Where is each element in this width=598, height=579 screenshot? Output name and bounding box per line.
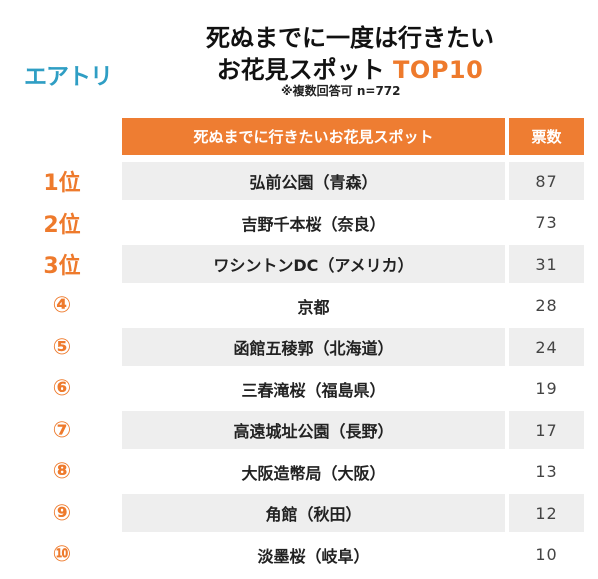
table-row: 2位 吉野千本桜（奈良） 73 [0,204,598,242]
rank-label: 2位 [43,212,81,238]
table-row: ⑧ 大阪造幣局（大阪） 13 [0,453,598,491]
page-title-line2-text: お花見スポット [216,56,394,84]
vote-count: 87 [509,162,584,200]
spot-name: 角館（秋田） [122,494,505,532]
vote-count: 24 [509,328,584,366]
spot-name: 弘前公園（青森） [122,162,505,200]
vote-count: 19 [535,379,558,398]
ranking-table: 死ぬまでに行きたいお花見スポット 票数 1位 弘前公園（青森） 87 2位 吉野千本桜（… [0,118,598,578]
spot-name: 大阪造幣局（大阪） [241,463,386,483]
vote-count: 31 [509,245,584,283]
brand-logo: エアトリ [24,64,113,90]
spot-name: ワシントンDC（アメリカ） [122,245,505,283]
rank-label: ⑨ [52,500,72,526]
table-row: ⑥ 三春滝桜（福島県） 19 [0,370,598,408]
spot-name: 函館五稜郭（北海道） [122,328,505,366]
rank-label: ⑤ [52,334,72,360]
table-row: ⑦ 高遠城址公園（長野） 17 [0,411,598,449]
column-header-votes: 票数 [509,118,584,155]
vote-count: 12 [509,494,584,532]
table-row: ⑤ 函館五稜郭（北海道） 24 [0,328,598,366]
rank-label: ⑩ [52,542,72,567]
vote-count: 73 [535,213,558,232]
rank-label: ⑦ [52,417,72,443]
page-title-accent: TOP10 [393,56,484,84]
spot-name: 淡墨桜（岐阜） [257,546,370,566]
rank-label: ⑧ [52,459,72,484]
vote-count: 10 [535,545,558,564]
survey-note: ※複数回答可 n=772 [281,84,401,98]
rank-label: 1位 [43,171,81,196]
vote-count: 13 [535,462,558,481]
table-row: ⑨ 角館（秋田） 12 [0,494,598,532]
column-header-spot: 死ぬまでに行きたいお花見スポット [122,118,505,155]
rank-label: ⑥ [52,376,72,401]
vote-count: 28 [535,296,558,315]
rank-label: 3位 [43,254,81,279]
page-title-line2: お花見スポット TOP10 [120,50,580,85]
table-row: ⑩ 淡墨桜（岐阜） 10 [0,536,598,574]
spot-name: 高遠城址公園（長野） [122,411,505,449]
table-row: ④ 京都 28 [0,287,598,325]
table-row: 3位 ワシントンDC（アメリカ） 31 [0,245,598,283]
spot-name: 京都 [297,297,330,317]
rank-label: ④ [52,293,72,318]
table-row: 1位 弘前公園（青森） 87 [0,162,598,200]
spot-name: 三春滝桜（福島県） [241,380,386,400]
spot-name: 吉野千本桜（奈良） [241,214,386,234]
vote-count: 17 [509,411,584,449]
page-title-line1: 死ぬまでに一度は行きたい [206,24,494,52]
